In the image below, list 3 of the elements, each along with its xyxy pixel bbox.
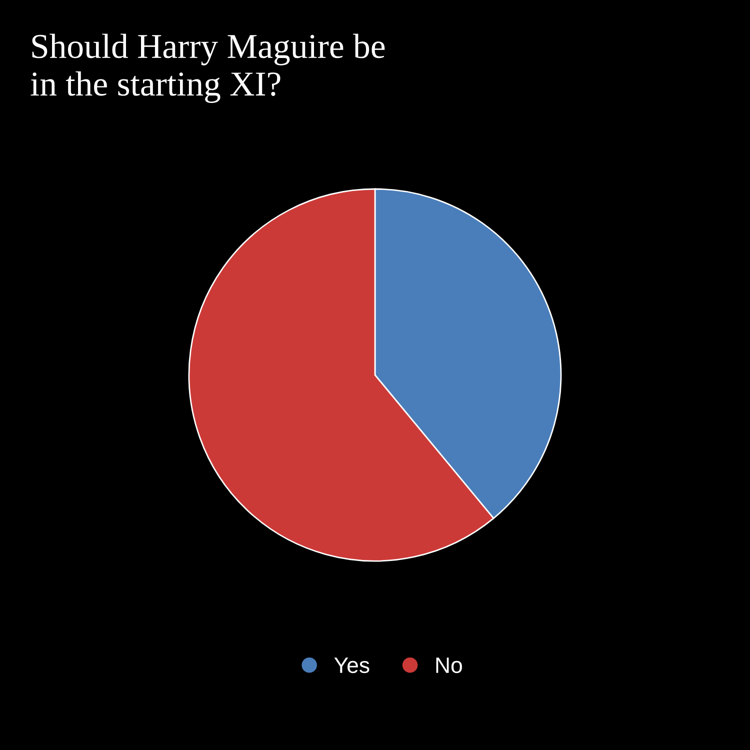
legend-label: Yes <box>334 658 370 674</box>
legend-label: No <box>436 658 462 674</box>
chart-title: Should Harry Maguire be in the starting XI? <box>30 34 385 103</box>
